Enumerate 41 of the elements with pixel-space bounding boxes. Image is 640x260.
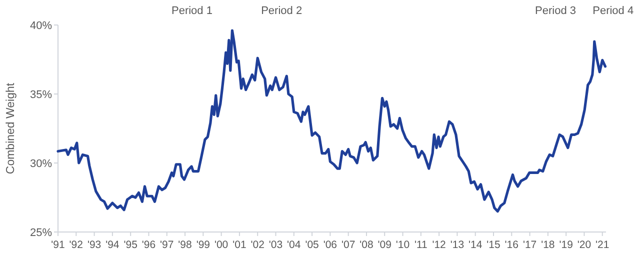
text: Period 2 — [261, 5, 302, 17]
x-tick-label: '05 — [305, 239, 320, 251]
x-tick-label: '00 — [214, 239, 228, 251]
x-tick-label: '91 — [51, 239, 65, 251]
x-tick-label: '17 — [522, 239, 537, 251]
x-tick-label: '06 — [323, 239, 338, 251]
x-tick-label: '98 — [178, 239, 192, 251]
x-tick-label: '95 — [124, 239, 138, 251]
text: Period 4 — [592, 5, 634, 17]
x-tick-label: '14 — [468, 239, 482, 251]
x-tick-label: '13 — [450, 239, 464, 251]
text: Period 1 — [172, 5, 212, 17]
y-tick-label: 30% — [30, 158, 52, 170]
y-axis-title: Combined Weight — [5, 82, 17, 174]
x-tick-label: '09 — [378, 239, 392, 251]
x-tick-label: '19 — [559, 239, 574, 251]
text: Period 3 — [535, 5, 576, 17]
x-tick-label: '94 — [106, 239, 120, 251]
x-tick-label: '10 — [396, 239, 410, 251]
x-tick-label: '92 — [69, 239, 84, 251]
x-tick-label: '20 — [577, 239, 592, 251]
line-series — [56, 29, 607, 213]
x-tick-label: '96 — [142, 239, 156, 251]
y-tick-label: 25% — [30, 226, 52, 239]
x-tick-label: '04 — [287, 239, 301, 251]
x-tick-label: '12 — [432, 239, 446, 251]
x-tick-label: '97 — [160, 239, 174, 251]
x-tick-label: '01 — [232, 239, 246, 251]
x-tick-label: '16 — [504, 239, 519, 251]
x-tick-label: '08 — [360, 239, 374, 251]
y-tick-label: 35% — [30, 88, 52, 101]
x-tick-label: '21 — [596, 239, 610, 251]
x-tick-label: '99 — [196, 239, 210, 251]
x-tick-label: '02 — [250, 239, 265, 251]
x-tick-label: '93 — [87, 239, 102, 251]
y-tick-label: 40% — [30, 20, 52, 32]
x-tick-label: '18 — [541, 239, 555, 251]
x-tick-label: '15 — [486, 239, 500, 251]
x-tick-label: '11 — [414, 239, 428, 251]
x-tick-label: '03 — [268, 239, 283, 251]
x-tick-label: '07 — [341, 239, 356, 251]
